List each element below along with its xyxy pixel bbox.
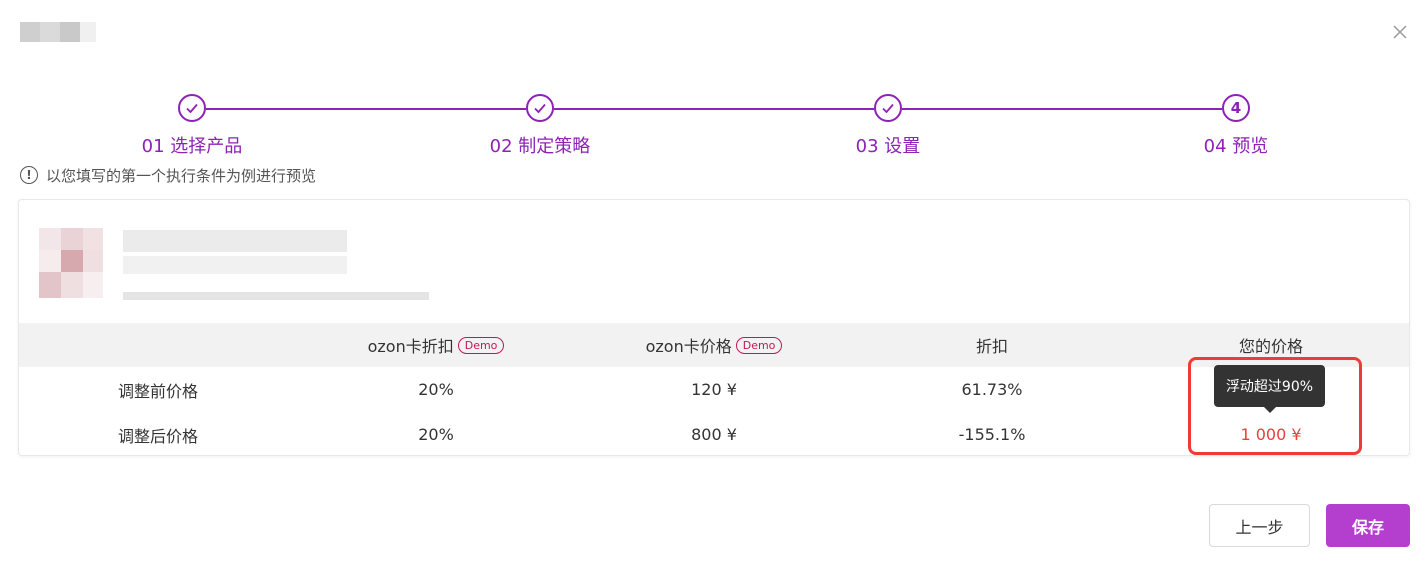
step-2-circle	[526, 94, 554, 122]
table-cell: 61.73%	[961, 380, 1023, 399]
header-cell-ozon-price: ozon卡价格 Demo	[575, 333, 853, 357]
header-label: ozon卡价格	[645, 337, 732, 356]
check-icon	[534, 103, 546, 114]
table-row: 调整后价格 20% 800 ¥ -155.1% 1 000 ¥	[19, 412, 1409, 455]
step-3-label: 03 设置	[855, 136, 921, 157]
step-connector	[902, 107, 1222, 110]
step-2-label: 02 制定策略	[489, 136, 591, 157]
table-cell: 20%	[418, 380, 454, 399]
table-header: ozon卡折扣 Demo ozon卡价格 Demo 折扣 您的价格	[19, 323, 1409, 367]
table-cell: 800 ¥	[691, 425, 737, 444]
step-4-label: 04 预览	[1203, 136, 1269, 157]
info-icon: !	[20, 166, 38, 184]
preview-notice: ! 以您填写的第一个执行条件为例进行预览	[20, 164, 316, 186]
step-3-circle	[874, 94, 902, 122]
step-connector	[554, 107, 874, 110]
preview-notice-text: 以您填写的第一个执行条件为例进行预览	[46, 166, 317, 185]
close-icon	[1393, 25, 1407, 39]
adjusted-price-value: 1 000 ¥	[1240, 425, 1302, 444]
table-cell: 120 ¥	[691, 380, 737, 399]
price-preview-table: ozon卡折扣 Demo ozon卡价格 Demo 折扣 您的价格 调整前价格 …	[19, 323, 1409, 455]
step-connector	[206, 107, 526, 110]
check-icon	[882, 103, 894, 114]
step-4-circle: 4	[1222, 94, 1250, 122]
table-cell: 20%	[418, 425, 454, 444]
step-1-label: 01 选择产品	[141, 136, 243, 157]
step-1-circle	[178, 94, 206, 122]
price-warning-tooltip: 浮动超过90%	[1214, 365, 1325, 413]
product-info-blurred	[39, 228, 429, 302]
row-label: 调整后价格	[117, 426, 198, 446]
row-label: 调整前价格	[117, 381, 198, 401]
demo-badge: Demo	[735, 336, 783, 354]
table-row: 调整前价格 20% 120 ¥ 61.73%	[19, 367, 1409, 412]
step-indicator: 4 01 选择产品 02 制定策略 03 设置 04 预览	[0, 94, 1428, 164]
check-icon	[186, 103, 198, 114]
header-cell-your-price: 您的价格	[1238, 337, 1303, 356]
table-cell: -155.1%	[958, 425, 1026, 444]
header-label: ozon卡折扣	[367, 337, 454, 356]
dialog-title-blurred	[20, 22, 96, 42]
header-cell-discount: 折扣	[975, 337, 1008, 356]
demo-badge: Demo	[457, 336, 505, 354]
close-button[interactable]	[1388, 20, 1412, 44]
header-cell-ozon-discount: ozon卡折扣 Demo	[297, 333, 575, 357]
previous-step-button[interactable]: 上一步	[1209, 504, 1310, 547]
preview-card: ozon卡折扣 Demo ozon卡价格 Demo 折扣 您的价格 调整前价格 …	[18, 199, 1410, 456]
save-button[interactable]: 保存	[1326, 504, 1410, 547]
